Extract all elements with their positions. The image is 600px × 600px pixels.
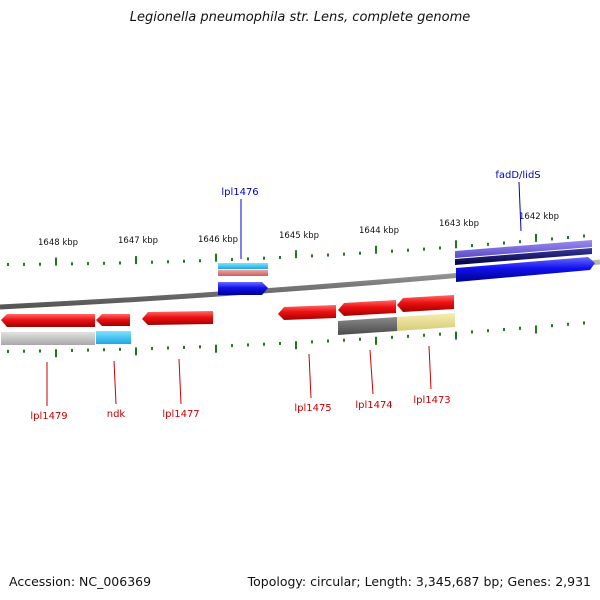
scale-label-1643: 1643 kbp <box>439 219 479 229</box>
gene-lpl1477-arrow[interactable] <box>142 311 213 325</box>
leader-fadD-lidS <box>518 181 522 232</box>
gene-lpl1479-arrow[interactable] <box>1 314 95 327</box>
fadD-navy-bar <box>455 248 592 265</box>
leader-lpl1473 <box>428 345 432 390</box>
leader-lpl1474 <box>369 349 374 395</box>
scale-label-1647: 1647 kbp <box>118 236 158 246</box>
gene-label-ndk[interactable]: ndk <box>107 409 126 420</box>
leader-ndk <box>113 360 117 405</box>
gene-lpl1476-arrow[interactable] <box>218 282 268 295</box>
gene-lpl1474-arrow[interactable] <box>338 300 396 316</box>
leader-lpl1477 <box>178 358 182 405</box>
gene-label-lpl1479[interactable]: lpl1479 <box>30 411 67 422</box>
label-leaders <box>46 181 522 406</box>
accession-text: Accession: NC_006369 <box>9 574 152 589</box>
scale-labels: 1648 kbp 1647 kbp 1646 kbp 1645 kbp 1644… <box>38 212 559 248</box>
scale-ticks-upper <box>7 233 585 266</box>
fadD-purple-bar <box>455 240 592 258</box>
lpl1473-yellow-bar <box>397 313 455 331</box>
gene-fadD-lidS-arrow[interactable] <box>456 257 595 282</box>
scale-label-1648: 1648 kbp <box>38 238 78 248</box>
scale-label-1644: 1644 kbp <box>359 226 399 236</box>
gene-label-lpl1475[interactable]: lpl1475 <box>294 403 331 414</box>
lpl1476-pink-bar <box>218 270 268 276</box>
gene-lpl1475-arrow[interactable] <box>278 305 336 320</box>
gene-label-lpl1473[interactable]: lpl1473 <box>413 395 450 406</box>
leader-lpl1475 <box>308 353 312 399</box>
gene-label-lpl1477[interactable]: lpl1477 <box>162 409 199 420</box>
scale-label-1645: 1645 kbp <box>279 231 319 241</box>
lpl1476-cyan-bar <box>218 263 268 269</box>
lpl1474-dark-bar <box>338 317 397 335</box>
scale-ticks-lower <box>7 321 585 358</box>
scale-label-1642: 1642 kbp <box>519 212 559 222</box>
reverse-features <box>1 295 455 345</box>
gene-label-lpl1476[interactable]: lpl1476 <box>221 187 258 198</box>
genome-summary-text: Topology: circular; Length: 3,345,687 bp… <box>247 574 591 589</box>
gene-lpl1473-arrow[interactable] <box>397 295 454 312</box>
gene-label-fadD-lidS[interactable]: fadD/lidS <box>495 170 540 181</box>
lpl1479-grey-bar <box>1 332 95 345</box>
gene-ndk-arrow[interactable] <box>96 314 130 326</box>
ndk-cyan-bar <box>96 331 131 344</box>
scale-label-1646: 1646 kbp <box>198 235 238 245</box>
gene-labels: lpl1476 fadD/lidS lpl1479 ndk lpl1477 lp… <box>30 170 540 422</box>
forward-features <box>218 240 595 295</box>
map-title: Legionella pneumophila str. Lens, comple… <box>129 10 471 25</box>
gene-label-lpl1474[interactable]: lpl1474 <box>355 400 392 411</box>
